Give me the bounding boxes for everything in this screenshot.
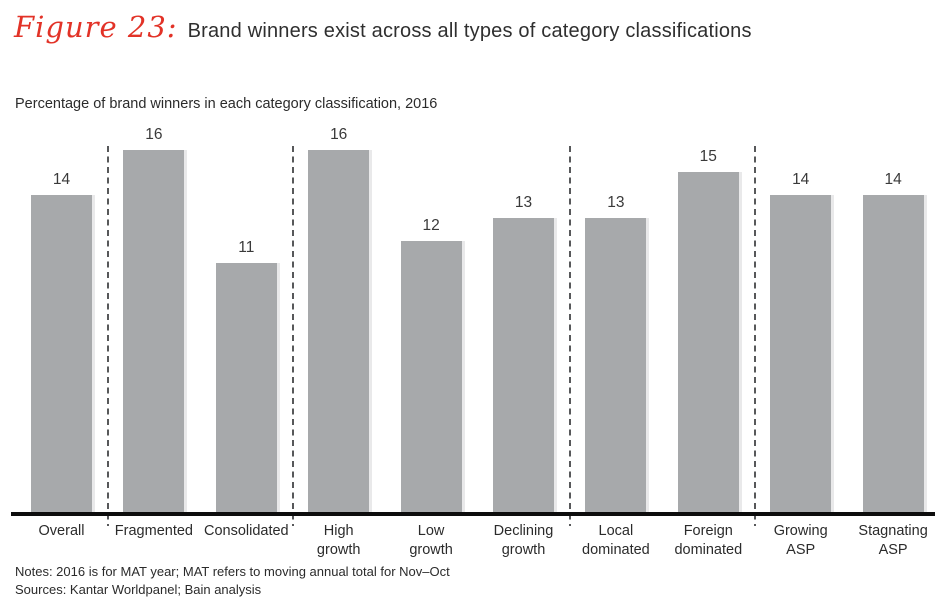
bar	[493, 218, 554, 513]
separator-dashed-line	[106, 146, 109, 526]
figure-title: Brand winners exist across all types of …	[187, 20, 752, 42]
category-label: Fragmented	[114, 523, 193, 539]
bar-value-label: 14	[52, 171, 71, 188]
sources-line: Sources: Kantar Worldpanel; Bain analysi…	[15, 582, 262, 597]
category-label: Overall	[38, 523, 85, 539]
bar	[862, 195, 924, 513]
separator-dashed-line	[753, 146, 756, 526]
separator-dashed-line	[568, 146, 571, 526]
category-label: Growing ASP	[773, 523, 828, 558]
bar-value-label: 16	[145, 126, 163, 143]
bar	[770, 195, 832, 513]
figure-number-label: Figure 23:	[14, 10, 178, 44]
category-label: Consolidated	[203, 523, 289, 539]
category-label: Declining growth	[493, 523, 554, 558]
bar-value-label: 11	[238, 239, 255, 256]
bar-value-label: 14	[884, 171, 902, 188]
category-label: Stagnating ASP	[858, 523, 928, 558]
bar	[215, 263, 277, 513]
bar	[31, 195, 92, 513]
category-label: Low growth	[409, 523, 453, 558]
category-label: High growth	[316, 523, 361, 558]
bar	[123, 150, 185, 513]
bar-value-label: 12	[422, 217, 440, 234]
bar-value-label: 13	[514, 194, 533, 211]
bar-value-label: 16	[330, 126, 348, 143]
bar-value-label: 15	[699, 148, 717, 165]
bar	[677, 172, 739, 513]
bar	[585, 218, 647, 513]
plot-area: 14 16 11 16 12 13 13 15 14 14	[31, 126, 924, 513]
notes-line: Notes: 2016 is for MAT year; MAT refers …	[15, 564, 450, 579]
category-label: Local dominated	[582, 523, 650, 558]
category-axis: Overall Fragmented Consolidated High growth…	[0, 522, 950, 567]
figure-footer: Notes: 2016 is for MAT year; MAT refers …	[15, 563, 450, 599]
bar-value-label: 13	[607, 194, 625, 211]
bar-value-label: 14	[792, 171, 810, 188]
bar	[308, 150, 370, 513]
x-axis-line	[11, 512, 935, 516]
bar	[400, 241, 462, 513]
chart-subtitle: Percentage of brand winners in each cate…	[15, 96, 438, 112]
figure-header: Figure 23: Brand winners exist across al…	[14, 10, 752, 44]
separator-dashed-line	[291, 146, 294, 526]
category-label: Foreign dominated	[674, 523, 743, 558]
